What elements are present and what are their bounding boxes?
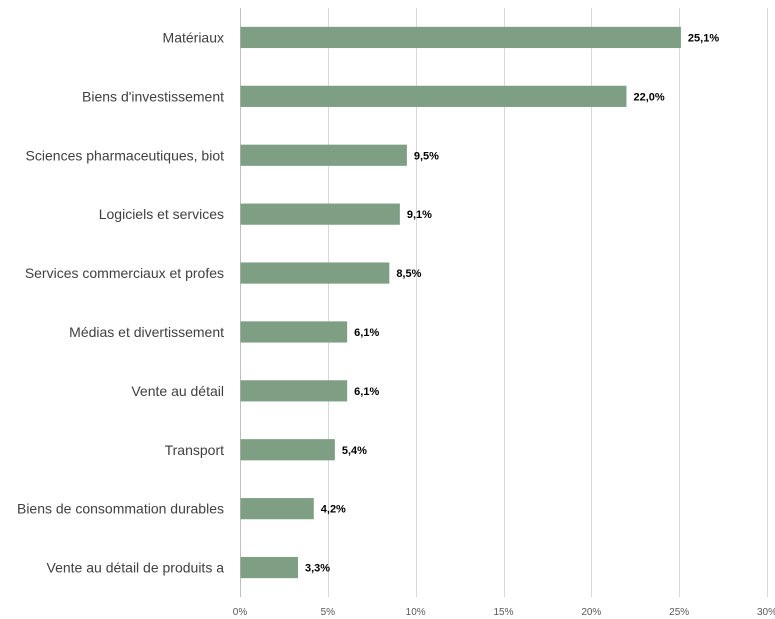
x-tick-label: 30% <box>757 607 775 618</box>
x-axis-tick-labels: 0% 5% 10% 15% 20% 25% 30% <box>233 607 775 618</box>
bar <box>240 380 348 402</box>
data-labels: 25,1% 22,0% 9,5% 9,1% 8,5% 6,1% 6,1% 5,4% 4,2% 3,… <box>305 32 719 574</box>
x-tick-label: 5% <box>321 607 336 618</box>
category-label: Services commerciaux et profes <box>25 265 224 281</box>
x-tick-label: 10% <box>406 607 426 618</box>
category-label: Transport <box>165 442 225 458</box>
bar <box>240 85 627 107</box>
bar <box>240 321 348 343</box>
category-label: Matériaux <box>163 29 224 45</box>
data-label: 6,1% <box>354 386 379 398</box>
category-label: Biens d'investissement <box>82 88 224 104</box>
x-tick-label: 25% <box>669 607 689 618</box>
data-label: 5,4% <box>342 445 367 457</box>
bar <box>240 556 298 579</box>
category-label: Biens de consommation durables <box>17 501 224 517</box>
bar <box>240 26 681 49</box>
data-label: 9,1% <box>407 209 432 221</box>
bars <box>240 26 681 579</box>
bar <box>240 262 390 284</box>
bar <box>240 498 314 520</box>
data-label: 6,1% <box>354 327 379 339</box>
category-labels: Matériaux Biens d'investissement Sciences … <box>17 29 224 575</box>
category-label: Vente au détail de produits a <box>47 560 225 576</box>
bar <box>240 439 335 461</box>
category-label: Sciences pharmaceutiques, biot <box>26 147 225 163</box>
data-label: 8,5% <box>396 268 421 280</box>
category-label: Logiciels et services <box>99 206 224 222</box>
data-label: 3,3% <box>305 563 330 575</box>
bar <box>240 203 400 225</box>
x-tick-label: 15% <box>493 607 513 618</box>
category-label: Vente au détail <box>131 383 224 399</box>
x-tick-label: 20% <box>581 607 601 618</box>
data-label: 22,0% <box>633 91 664 103</box>
x-tick-label: 0% <box>233 607 248 618</box>
category-label: Médias et divertissement <box>69 324 224 340</box>
data-label: 25,1% <box>688 32 719 44</box>
data-label: 4,2% <box>321 504 346 516</box>
bar <box>240 144 407 166</box>
data-label: 9,5% <box>414 150 439 162</box>
